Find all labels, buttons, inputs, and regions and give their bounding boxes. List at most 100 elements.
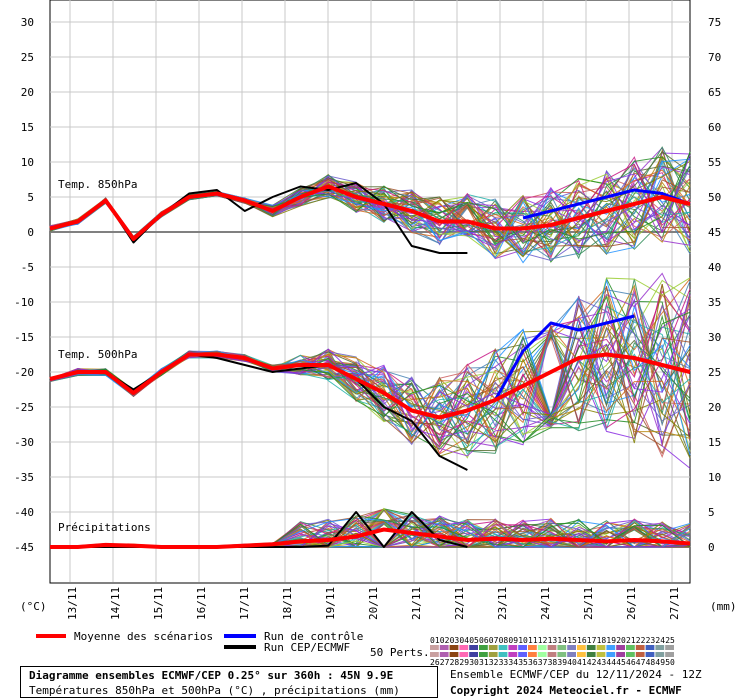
pert-row1-swatch: [655, 645, 665, 650]
pert-row2-label: 34: [508, 658, 518, 665]
x-tick-label: 27/11: [668, 587, 681, 620]
left-tick-label: 15: [21, 121, 34, 134]
pert-row2-label: 26: [430, 658, 440, 665]
legend-label-mean: Moyenne des scénarios: [74, 630, 213, 643]
x-tick-label: 16/11: [195, 587, 208, 620]
panel-label-precip: Précipitations: [58, 521, 151, 534]
pert-row2-swatch: [645, 652, 655, 657]
pert-row2-label: 29: [459, 658, 469, 665]
pert-row1-swatch: [567, 645, 576, 650]
pert-row1-swatch: [616, 645, 625, 650]
pert-row2-label: 45: [616, 658, 626, 665]
pert-row2-label: 50: [665, 658, 675, 665]
pert-row2-label: 47: [636, 658, 646, 665]
pert-row1-label: 07: [489, 636, 499, 645]
pert-row2-label: 38: [548, 658, 558, 665]
left-tick-label: 20: [21, 86, 34, 99]
pert-row1-swatch: [606, 645, 616, 650]
pert-row1-label: 16: [577, 636, 587, 645]
pert-row2-swatch: [577, 652, 586, 657]
pert-row2-label: 27: [440, 658, 450, 665]
pert-row1-label: 05: [469, 636, 479, 645]
pert-row2-swatch: [655, 652, 665, 657]
pert-row1-label: 04: [459, 636, 469, 645]
pert-row1-label: 19: [606, 636, 616, 645]
legend-label-control: Run de contrôle: [264, 630, 363, 643]
pert-row2-swatch: [557, 652, 567, 657]
run-info: Ensemble ECMWF/CEP du 12/11/2024 - 12Z: [450, 668, 702, 681]
control-run-500: [493, 314, 635, 401]
x-tick-label: 24/11: [539, 587, 552, 620]
pert-row2-swatch: [596, 652, 606, 657]
pert-row1-swatch: [498, 645, 508, 650]
pert-row2-label: 46: [626, 658, 636, 665]
panel-label-850: Temp. 850hPa: [58, 178, 137, 191]
pert-row2-swatch: [479, 652, 488, 657]
pert-row2-swatch: [567, 652, 576, 657]
right-tick-label: 30: [708, 331, 721, 344]
pert-row2-label: 48: [646, 658, 656, 665]
pert-row1-label: 11: [528, 636, 538, 645]
pert-row1-swatch: [665, 645, 674, 650]
plot-frame: [49, 0, 691, 584]
pert-row2-swatch: [508, 652, 518, 657]
x-tick-label: 21/11: [410, 587, 423, 620]
chart-title: Diagramme ensembles ECMWF/CEP 0.25° sur …: [29, 669, 394, 682]
pert-row2-swatch: [430, 652, 439, 657]
pert-row2-swatch: [635, 652, 645, 657]
right-tick-label: 50: [708, 191, 721, 204]
pert-row1-label: 21: [626, 636, 636, 645]
x-tick-label: 23/11: [496, 587, 509, 620]
pert-row1-swatch: [596, 645, 606, 650]
pert-row1-label: 18: [597, 636, 607, 645]
pert-row1-label: 24: [655, 636, 665, 645]
pert-row2-swatch: [469, 652, 478, 657]
right-tick-label: 40: [708, 261, 721, 274]
ensemble-member-lines: [49, 146, 691, 548]
right-tick-label: 55: [708, 156, 721, 169]
pert-row2-swatch: [498, 652, 508, 657]
x-tick-label: 13/11: [66, 587, 79, 620]
footer-title-box: Diagramme ensembles ECMWF/CEP 0.25° sur …: [20, 666, 438, 698]
left-axis-ticks: 30 25 20 15 10 5 0 -5 -10 -15 -20 -25 -30 -35 -40 -45: [14, 16, 34, 554]
pert-row1-swatch: [577, 645, 586, 650]
pert-row2-label: 41: [577, 658, 587, 665]
perts-label: 50 Perts.: [370, 646, 430, 659]
x-axis-labels: 13/11 14/11 15/11 16/11 17/11 18/11 19/11 20/11…: [66, 587, 681, 620]
right-tick-label: 75: [708, 16, 721, 29]
pert-row1-label: 06: [479, 636, 489, 645]
pert-row1-swatch: [635, 645, 645, 650]
pert-row1-label: 03: [450, 636, 460, 645]
right-tick-label: 15: [708, 436, 721, 449]
x-tick-label: 14/11: [109, 587, 122, 620]
left-tick-label: -35: [14, 471, 34, 484]
pert-row2-label: 28: [450, 658, 460, 665]
highlight-series: [49, 182, 691, 549]
pert-row1-swatch: [518, 645, 527, 650]
pert-row1-swatch: [537, 645, 547, 650]
left-axis-label: (°C): [20, 600, 47, 613]
right-tick-label: 35: [708, 296, 721, 309]
right-axis-label: (mm): [710, 600, 737, 613]
left-tick-label: -30: [14, 436, 34, 449]
left-tick-label: -25: [14, 401, 34, 414]
pert-row1-swatch: [430, 645, 439, 650]
x-tick-label: 15/11: [152, 587, 165, 620]
right-tick-label: 25: [708, 366, 721, 379]
pert-row1-swatch: [557, 645, 567, 650]
x-tick-label: 17/11: [238, 587, 251, 620]
pert-row2-swatch: [459, 652, 469, 657]
pert-row1-label: 15: [567, 636, 577, 645]
pert-row1-label: 02: [440, 636, 450, 645]
x-tick-label: 19/11: [324, 587, 337, 620]
pert-row2-swatch: [665, 652, 674, 657]
pert-row2-swatch: [547, 652, 557, 657]
right-tick-label: 70: [708, 51, 721, 64]
pert-row2-label: 36: [528, 658, 538, 665]
pert-row1-swatch: [479, 645, 488, 650]
pert-row2-swatch: [439, 652, 449, 657]
pert-row1-swatch: [586, 645, 596, 650]
left-tick-label: -40: [14, 506, 34, 519]
pert-row1-label: 14: [557, 636, 567, 645]
